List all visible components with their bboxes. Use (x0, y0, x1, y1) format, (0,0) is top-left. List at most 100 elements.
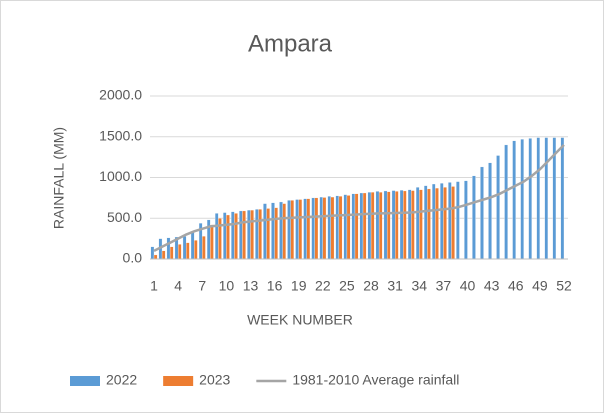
bar (314, 197, 319, 260)
y-tick-label: 2000.0 (99, 87, 142, 103)
bar (222, 212, 227, 260)
bar (367, 192, 372, 260)
x-tick-label: 31 (387, 278, 403, 294)
bar (271, 202, 275, 260)
bar (335, 195, 340, 260)
bar (327, 196, 332, 260)
bar (311, 197, 315, 260)
bar (190, 231, 195, 260)
bar (488, 162, 492, 260)
x-tick-label: 46 (508, 278, 524, 294)
bar (399, 189, 404, 260)
bar (354, 193, 359, 260)
x-axis-label: WEEK NUMBER (247, 312, 353, 328)
bar (464, 180, 468, 260)
bar (153, 254, 158, 260)
bar (186, 242, 190, 260)
bar (528, 138, 532, 260)
y-tick-label: 1000.0 (99, 168, 142, 184)
bar (161, 250, 166, 260)
bar (435, 187, 439, 260)
bar (282, 203, 286, 260)
bar (359, 192, 364, 260)
bar (210, 224, 214, 260)
bar (298, 199, 303, 260)
legend-swatch (163, 376, 194, 386)
bar (512, 140, 516, 260)
bar (362, 192, 367, 260)
x-tick-label: 28 (363, 278, 379, 294)
legend-swatch (70, 376, 100, 386)
x-tick-label: 22 (315, 278, 331, 294)
bar (520, 139, 524, 260)
bar (290, 200, 295, 260)
bar (258, 209, 262, 260)
bar (194, 240, 198, 260)
bar (472, 175, 476, 260)
bar (407, 189, 412, 260)
bar (351, 193, 356, 260)
bar (431, 183, 436, 260)
bar (536, 137, 541, 260)
x-tick-label: 37 (436, 278, 452, 294)
bar (330, 196, 335, 260)
bar (234, 213, 238, 260)
bar (427, 188, 431, 260)
bar (370, 192, 375, 260)
bar (247, 209, 251, 260)
x-tick-label: 40 (460, 278, 476, 294)
bar (504, 144, 508, 260)
bar (395, 191, 399, 260)
y-axis-label: RAINFALL (MM) (51, 127, 67, 229)
bar (391, 190, 396, 260)
bar (226, 214, 230, 260)
bar (403, 190, 407, 260)
bar (560, 137, 565, 260)
bar (266, 208, 270, 260)
legend-label: 2023 (199, 372, 230, 388)
bar (411, 190, 415, 260)
bar (386, 191, 391, 260)
bar (150, 246, 155, 260)
x-tick-label: 19 (291, 278, 307, 294)
legend-label: 1981-2010 Average rainfall (292, 372, 459, 388)
bar (319, 196, 323, 260)
bar (303, 198, 307, 260)
bar (177, 244, 182, 260)
bar (279, 201, 283, 260)
bar (322, 197, 327, 260)
bar (295, 199, 299, 260)
bar (383, 190, 388, 260)
bar (306, 198, 311, 260)
bar (239, 210, 243, 260)
bar (182, 236, 187, 260)
bar (202, 236, 206, 260)
bar (242, 210, 246, 260)
x-tick-label: 34 (411, 278, 427, 294)
bar (255, 209, 259, 260)
bar (343, 194, 348, 260)
y-tick-label: 1500.0 (99, 127, 142, 143)
bar (496, 155, 500, 260)
x-tick-label: 16 (267, 278, 283, 294)
bar (274, 207, 278, 260)
x-tick-label: 13 (243, 278, 259, 294)
bar (378, 192, 383, 260)
x-tick-label: 7 (198, 278, 206, 294)
chart-title: Ampara (248, 30, 333, 57)
bar (440, 183, 444, 260)
bar (544, 137, 549, 260)
bar (415, 187, 420, 260)
bar (287, 200, 291, 260)
legend-label: 2022 (106, 372, 137, 388)
bar (263, 203, 267, 260)
x-tick-label: 43 (484, 278, 500, 294)
bar (214, 213, 219, 260)
bar (250, 209, 254, 260)
bar (423, 185, 428, 260)
bar (480, 166, 484, 260)
bar (451, 186, 455, 260)
x-tick-label: 52 (556, 278, 572, 294)
